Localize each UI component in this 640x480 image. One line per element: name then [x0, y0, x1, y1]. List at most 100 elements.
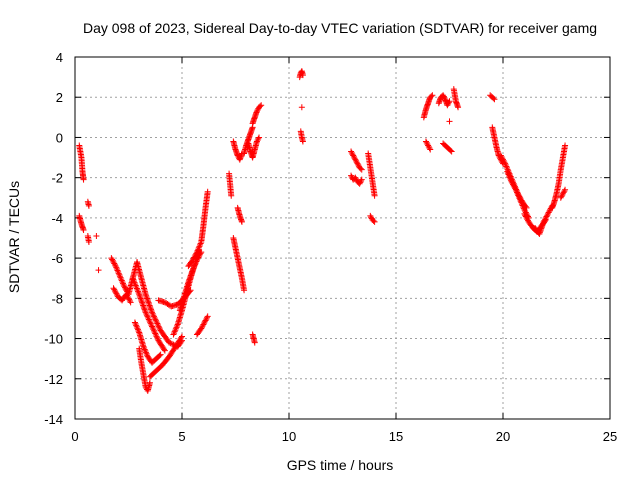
data-point	[171, 330, 178, 337]
data-point	[131, 319, 138, 326]
data-point	[561, 188, 568, 195]
data-point	[503, 163, 510, 170]
data-point	[518, 199, 525, 206]
data-point	[542, 216, 549, 223]
data-point	[518, 201, 525, 208]
y-tick-label: -6	[51, 251, 63, 266]
data-point	[228, 192, 235, 199]
data-point	[146, 379, 153, 386]
y-tick-label: -2	[51, 171, 63, 186]
data-point	[505, 171, 512, 178]
data-point	[490, 95, 497, 102]
data-point	[142, 309, 149, 316]
data-point	[141, 345, 148, 352]
data-points	[76, 68, 569, 394]
data-point	[179, 333, 185, 340]
data-point	[427, 146, 434, 153]
data-point	[506, 174, 513, 181]
data-point	[352, 156, 359, 163]
data-point	[445, 100, 452, 107]
x-tick-label: 10	[282, 429, 296, 444]
data-point	[134, 326, 141, 333]
data-point	[501, 159, 508, 166]
data-point	[111, 287, 118, 294]
data-point	[522, 212, 529, 219]
data-point	[508, 178, 515, 185]
data-point	[135, 289, 142, 296]
data-point	[197, 240, 204, 247]
data-point	[135, 328, 142, 335]
x-tick-label: 25	[603, 429, 617, 444]
data-point	[124, 292, 131, 299]
data-point	[500, 156, 506, 163]
data-point	[428, 93, 435, 100]
data-point	[172, 325, 179, 332]
data-point	[351, 155, 358, 162]
data-point	[190, 264, 197, 271]
y-axis-ticks: 4 2 0 -2 -4 -6 -8 -10 -12 -14	[44, 50, 610, 427]
data-point	[171, 328, 178, 335]
data-point	[440, 93, 447, 100]
x-tick-label: 5	[178, 429, 185, 444]
data-point	[130, 278, 137, 285]
data-point	[148, 322, 155, 329]
data-point	[143, 350, 150, 357]
x-tick-label: 20	[496, 429, 510, 444]
data-point	[546, 208, 553, 215]
data-point	[118, 277, 125, 284]
data-point	[155, 323, 162, 330]
data-point	[85, 202, 92, 209]
data-point	[559, 192, 566, 199]
data-point	[149, 309, 156, 316]
data-point	[540, 218, 547, 225]
data-point	[448, 148, 455, 155]
data-point	[348, 172, 355, 179]
data-point	[559, 190, 566, 197]
data-point	[447, 147, 454, 154]
data-point	[204, 313, 211, 320]
data-point	[196, 243, 203, 250]
data-point	[498, 153, 505, 160]
data-point	[446, 118, 453, 125]
data-point	[357, 179, 364, 186]
data-point	[544, 210, 551, 217]
data-point	[544, 212, 551, 219]
data-point	[113, 266, 120, 273]
data-point	[154, 320, 161, 327]
data-point	[141, 346, 148, 353]
data-point	[355, 161, 362, 168]
data-point	[132, 320, 139, 327]
data-point	[150, 326, 157, 333]
data-point	[509, 180, 516, 187]
y-tick-label: -8	[51, 291, 63, 306]
data-point	[509, 181, 516, 188]
data-point	[134, 325, 141, 332]
data-point	[353, 159, 360, 166]
data-point	[558, 193, 565, 200]
plot-border	[74, 56, 611, 420]
data-point	[178, 334, 185, 341]
data-point	[253, 108, 260, 115]
data-point	[258, 102, 265, 109]
data-point	[124, 293, 131, 300]
data-point	[517, 198, 524, 205]
data-point	[557, 194, 564, 201]
data-point	[144, 352, 151, 359]
data-point	[455, 104, 462, 111]
data-point	[348, 149, 355, 156]
data-point	[193, 250, 200, 257]
data-point	[145, 315, 152, 322]
data-point	[514, 189, 521, 196]
data-point	[156, 352, 163, 359]
data-point	[144, 313, 151, 320]
data-point	[506, 172, 513, 179]
data-point	[190, 265, 197, 272]
data-point	[423, 139, 430, 146]
data-point	[193, 249, 200, 256]
data-point	[358, 166, 365, 173]
data-point	[500, 157, 507, 164]
y-axis-label: SDTVAR / TECUs	[6, 181, 22, 293]
data-point	[119, 280, 126, 287]
data-point	[446, 98, 453, 105]
